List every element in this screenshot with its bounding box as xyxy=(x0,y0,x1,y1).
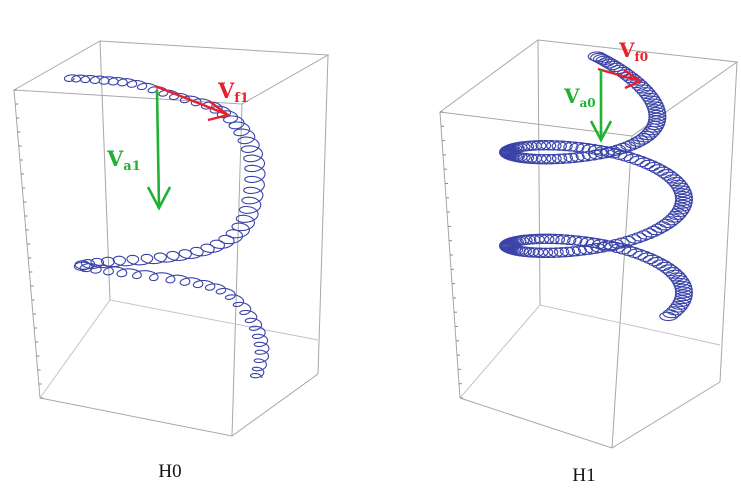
va-arrow-h0 xyxy=(146,89,172,211)
box-top-face-h0 xyxy=(12,40,330,105)
box-bottom-front-h0 xyxy=(39,373,319,437)
vf-arrow-h0 xyxy=(154,84,231,122)
box-bottom-back-h0 xyxy=(39,299,319,399)
panel-h1: Vf0 Va0 H1 xyxy=(438,38,739,486)
caption-h1: H1 xyxy=(572,465,595,486)
va-label-h1: Va0 xyxy=(563,84,596,110)
axis-ticks-h0 xyxy=(14,89,43,399)
va-label-h0: Va1 xyxy=(106,146,141,174)
vf-label-h0: Vf1 xyxy=(217,78,249,106)
va-arrow-h1 xyxy=(589,70,613,143)
box-edge-h0 xyxy=(231,103,243,437)
box-edge-h1 xyxy=(719,61,738,383)
box-edge-h0 xyxy=(317,54,329,375)
box-bottom-back-h1 xyxy=(459,304,721,399)
box-edge-h1 xyxy=(537,39,541,306)
axis-ticks-h1 xyxy=(440,111,463,399)
caption-h0: H0 xyxy=(158,461,181,482)
box-edge-h1 xyxy=(611,135,633,449)
box-bottom-front-h1 xyxy=(459,381,721,449)
helix-trajectory-h0 xyxy=(63,74,270,379)
panel-h0: Vf1 Va1 H0 xyxy=(12,40,330,482)
vf-arrow-h1 xyxy=(597,67,643,90)
vf-label-h1: Vf0 xyxy=(618,38,648,64)
bounding-box-h0 xyxy=(12,40,330,437)
helix-trajectory-h1 xyxy=(498,51,694,322)
box-top-face-h1 xyxy=(438,39,739,137)
